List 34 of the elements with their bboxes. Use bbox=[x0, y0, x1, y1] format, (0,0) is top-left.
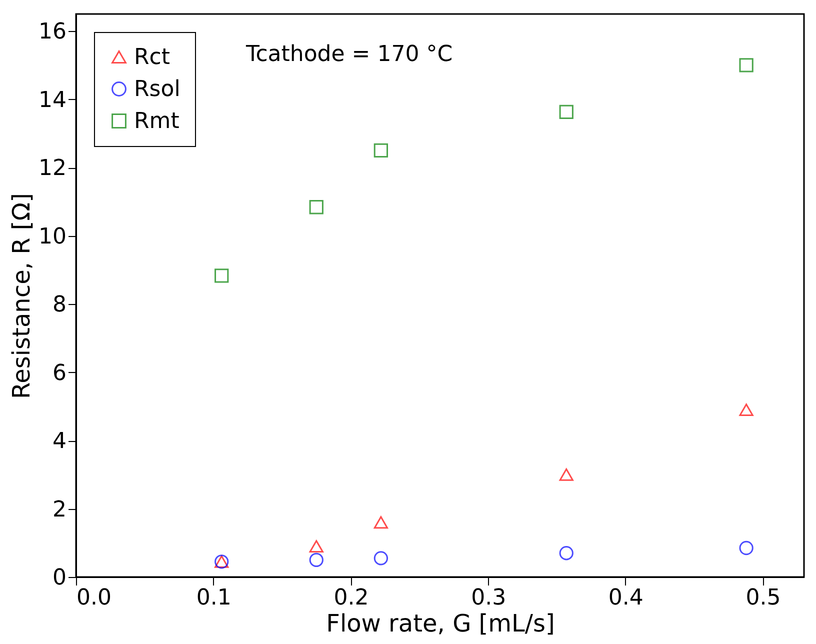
x-axis-title: Flow rate, G [mL/s] bbox=[326, 610, 555, 638]
x-tick-label: 0.5 bbox=[746, 586, 781, 610]
y-tick-label: 12 bbox=[38, 156, 66, 182]
y-tick-label: 2 bbox=[52, 497, 66, 522]
y-tick-label: 6 bbox=[52, 360, 66, 386]
y-tick-label: 8 bbox=[52, 292, 66, 318]
point bbox=[214, 268, 229, 283]
x-tick-label: 0.4 bbox=[608, 586, 644, 610]
y-tick-label: 4 bbox=[52, 429, 66, 454]
point bbox=[309, 200, 324, 214]
x-tick-label: 0.2 bbox=[334, 586, 369, 610]
point bbox=[309, 552, 324, 567]
y-tick-label: 16 bbox=[38, 20, 66, 45]
point bbox=[374, 551, 388, 566]
point bbox=[309, 540, 324, 553]
annotation: Tcathode = 170 °C bbox=[245, 42, 453, 67]
y-tick-label: 14 bbox=[38, 88, 66, 113]
legend-label: Rsol bbox=[134, 77, 180, 102]
point bbox=[559, 104, 574, 119]
point bbox=[559, 546, 574, 560]
point bbox=[374, 143, 388, 158]
point bbox=[739, 540, 754, 556]
point bbox=[559, 468, 574, 481]
x-tick-label: 0.0 bbox=[76, 586, 112, 610]
legend-label: Rct bbox=[134, 45, 170, 70]
point bbox=[374, 516, 388, 529]
y-tick-label: 0 bbox=[52, 566, 66, 590]
y-tick-label: 10 bbox=[38, 224, 66, 250]
y-axis-title: Resistance, R [Ω] bbox=[8, 193, 36, 399]
x-tick-label: 0.3 bbox=[471, 586, 506, 610]
x-tick-label: 0.1 bbox=[196, 586, 232, 610]
point bbox=[739, 58, 754, 72]
legend-label: Rmt bbox=[134, 109, 180, 134]
point bbox=[739, 404, 754, 416]
